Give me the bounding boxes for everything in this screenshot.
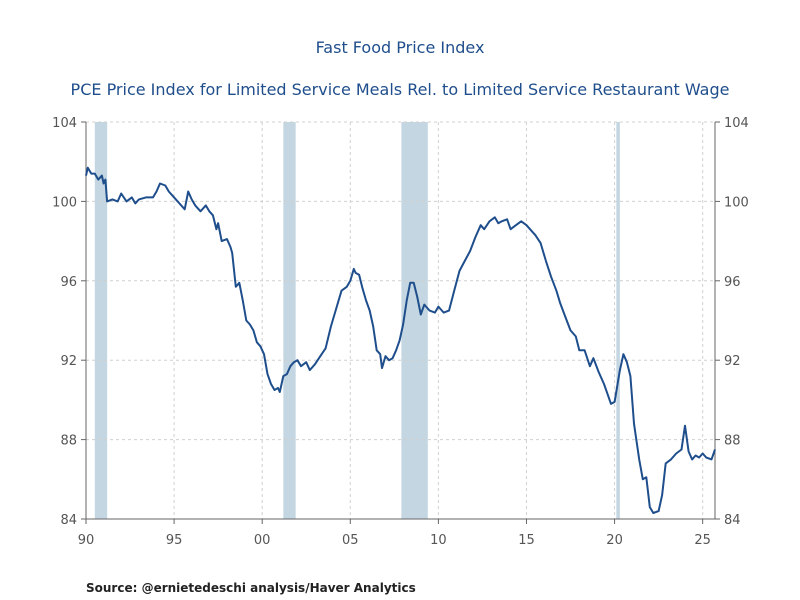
chart-title: Fast Food Price Index [315, 38, 485, 57]
y-tick-label-left: 84 [60, 513, 77, 528]
x-tick-label: 20 [606, 533, 623, 548]
recession-band [94, 122, 108, 519]
x-tick-label: 10 [430, 533, 447, 548]
x-tick-label: 25 [694, 533, 711, 548]
x-tick-label: 90 [78, 533, 95, 548]
y-tick-label-right: 104 [724, 116, 749, 131]
chart-subtitle: PCE Price Index for Limited Service Meal… [70, 80, 730, 99]
y-tick-label-right: 100 [724, 195, 749, 210]
source-note: Source: @ernietedeschi analysis/Haver An… [86, 581, 416, 595]
x-tick-label: 15 [518, 533, 535, 548]
y-tick-label-left: 96 [60, 275, 77, 290]
y-tick-label-left: 88 [60, 434, 77, 449]
series-line [85, 166, 716, 514]
y-tick-label-right: 84 [724, 513, 741, 528]
x-tick-label: 95 [166, 533, 183, 548]
y-tick-label-left: 104 [52, 116, 77, 131]
recession-band [401, 122, 428, 519]
y-tick-label-right: 88 [724, 434, 741, 449]
x-tick-label: 00 [254, 533, 271, 548]
x-tick-label: 05 [342, 533, 359, 548]
y-tick-label-right: 92 [724, 354, 741, 369]
y-tick-label-left: 92 [60, 354, 77, 369]
recession-band [616, 122, 620, 519]
recession-band [283, 122, 296, 519]
y-tick-label-right: 96 [724, 275, 741, 290]
y-tick-label-left: 100 [52, 195, 77, 210]
